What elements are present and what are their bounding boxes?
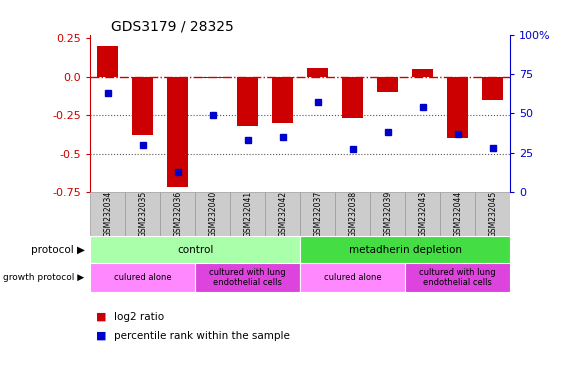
Bar [160, 192, 195, 236]
Bar [300, 192, 335, 236]
Bar [195, 192, 230, 236]
Text: GSM232035: GSM232035 [138, 191, 147, 237]
Text: GSM232038: GSM232038 [348, 191, 357, 237]
Bar [447, 77, 468, 138]
Text: GSM232042: GSM232042 [278, 191, 287, 237]
Bar [370, 192, 405, 236]
Text: cultured with lung
endothelial cells: cultured with lung endothelial cells [419, 268, 496, 287]
Text: cultured with lung
endothelial cells: cultured with lung endothelial cells [209, 268, 286, 287]
Bar [167, 77, 188, 187]
Bar [132, 77, 153, 135]
Text: ■: ■ [96, 312, 107, 322]
Text: GSM232043: GSM232043 [418, 191, 427, 237]
Bar [475, 192, 510, 236]
Bar [90, 192, 125, 236]
Bar [125, 192, 160, 236]
Bar [90, 263, 195, 292]
Text: GSM232040: GSM232040 [208, 191, 217, 237]
Bar [405, 192, 440, 236]
Bar [377, 77, 398, 92]
Text: metadherin depletion: metadherin depletion [349, 245, 462, 255]
Bar [405, 263, 510, 292]
Text: GSM232037: GSM232037 [313, 191, 322, 237]
Text: culured alone: culured alone [324, 273, 381, 282]
Text: GSM232044: GSM232044 [453, 191, 462, 237]
Bar [97, 46, 118, 77]
Bar [482, 77, 503, 100]
Bar [307, 68, 328, 77]
Bar [342, 77, 363, 118]
Text: GSM232045: GSM232045 [488, 191, 497, 237]
Bar [440, 192, 475, 236]
Bar [412, 69, 433, 77]
Bar [335, 192, 370, 236]
Bar [300, 263, 405, 292]
Text: GSM232039: GSM232039 [383, 191, 392, 237]
Bar [300, 236, 510, 263]
Text: GSM232041: GSM232041 [243, 191, 252, 237]
Bar [230, 192, 265, 236]
Text: GDS3179 / 28325: GDS3179 / 28325 [111, 20, 234, 33]
Bar [237, 77, 258, 126]
Bar [202, 77, 223, 78]
Text: GSM232036: GSM232036 [173, 191, 182, 237]
Text: growth protocol ▶: growth protocol ▶ [3, 273, 85, 282]
Bar [90, 236, 300, 263]
Bar [195, 263, 300, 292]
Text: ■: ■ [96, 331, 107, 341]
Text: log2 ratio: log2 ratio [114, 312, 164, 322]
Bar [272, 77, 293, 123]
Text: culured alone: culured alone [114, 273, 171, 282]
Text: protocol ▶: protocol ▶ [30, 245, 85, 255]
Text: control: control [177, 245, 213, 255]
Text: percentile rank within the sample: percentile rank within the sample [114, 331, 290, 341]
Text: GSM232034: GSM232034 [103, 191, 113, 237]
Bar [265, 192, 300, 236]
